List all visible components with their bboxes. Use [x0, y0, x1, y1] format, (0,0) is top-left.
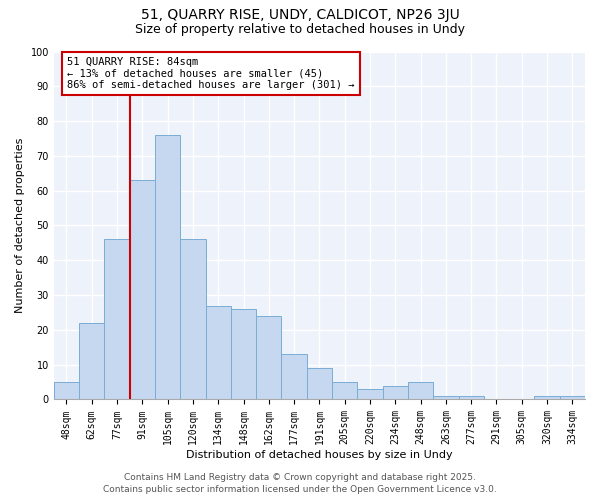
Bar [231, 309, 256, 400]
Bar [79, 323, 104, 400]
Bar [358, 389, 383, 400]
Y-axis label: Number of detached properties: Number of detached properties [15, 138, 25, 313]
Bar [332, 382, 358, 400]
Text: Size of property relative to detached houses in Undy: Size of property relative to detached ho… [135, 22, 465, 36]
Bar [535, 396, 560, 400]
Bar [180, 240, 206, 400]
X-axis label: Distribution of detached houses by size in Undy: Distribution of detached houses by size … [186, 450, 453, 460]
Bar [458, 396, 484, 400]
Bar [383, 386, 408, 400]
Text: 51 QUARRY RISE: 84sqm
← 13% of detached houses are smaller (45)
86% of semi-deta: 51 QUARRY RISE: 84sqm ← 13% of detached … [67, 56, 355, 90]
Bar [155, 135, 180, 400]
Bar [560, 396, 585, 400]
Text: Contains HM Land Registry data © Crown copyright and database right 2025.
Contai: Contains HM Land Registry data © Crown c… [103, 473, 497, 494]
Text: 51, QUARRY RISE, UNDY, CALDICOT, NP26 3JU: 51, QUARRY RISE, UNDY, CALDICOT, NP26 3J… [140, 8, 460, 22]
Bar [130, 180, 155, 400]
Bar [54, 382, 79, 400]
Bar [307, 368, 332, 400]
Bar [104, 240, 130, 400]
Bar [256, 316, 281, 400]
Bar [408, 382, 433, 400]
Bar [281, 354, 307, 400]
Bar [433, 396, 458, 400]
Bar [206, 306, 231, 400]
